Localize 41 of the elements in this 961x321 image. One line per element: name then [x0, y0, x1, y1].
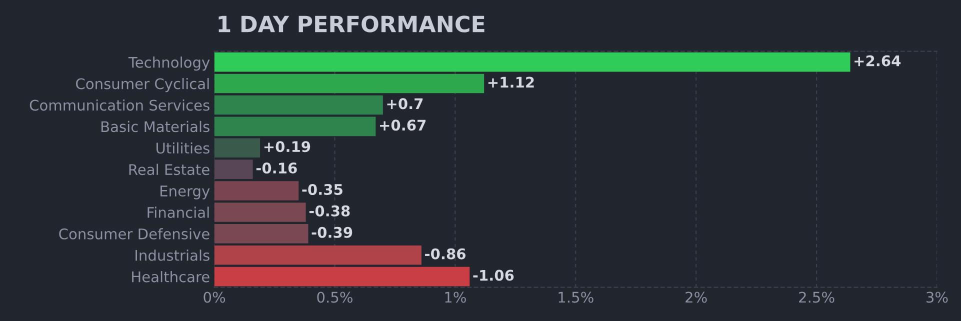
x-tick-label: 2.5% — [799, 292, 834, 303]
bar — [214, 160, 253, 179]
y-tick-label: Consumer Cyclical — [76, 78, 209, 92]
data-label: +0.7 — [387, 98, 423, 110]
bar — [214, 138, 260, 158]
data-label: +0.19 — [264, 141, 310, 152]
y-tick-label: Healthcare — [132, 271, 210, 282]
y-tick-label: Basic Materials — [101, 120, 210, 132]
data-label: +1.12 — [488, 76, 534, 88]
y-tick-label: Technology — [128, 56, 210, 71]
y-tick-label: Consumer Defensive — [59, 228, 210, 240]
data-label: -0.16 — [256, 162, 297, 174]
bar — [214, 202, 306, 222]
bar — [214, 95, 383, 115]
y-tick-label: Industrials — [136, 250, 210, 261]
data-label: -0.35 — [302, 184, 342, 196]
bar — [214, 181, 299, 200]
bar — [214, 224, 308, 244]
data-label: -0.39 — [312, 226, 352, 238]
y-tick-label: Utilities — [156, 142, 210, 154]
y-tick-label: Real Estate — [129, 164, 210, 176]
bar — [214, 116, 376, 136]
x-tick-label: 1.5% — [558, 292, 594, 303]
bar — [214, 74, 484, 94]
x-tick-label: 2% — [686, 292, 707, 303]
bar — [214, 52, 850, 72]
y-tick-label: Financial — [148, 206, 209, 218]
data-label: -1.06 — [473, 270, 514, 281]
y-tick-label: Communication Services — [30, 99, 210, 111]
x-tick-label: 1% — [445, 292, 466, 303]
bar — [214, 266, 470, 286]
data-label: -0.38 — [309, 205, 350, 216]
y-tick-label: Energy — [160, 186, 210, 200]
x-tick-label: 0% — [204, 292, 226, 303]
data-label: +2.64 — [854, 55, 901, 66]
data-label: +0.67 — [380, 120, 426, 131]
x-tick-label: 0.5% — [317, 292, 352, 303]
x-tick-label: 3% — [926, 292, 948, 303]
bar — [214, 245, 422, 265]
chart-title: 1 DAY PERFORMANCE — [218, 16, 484, 32]
data-label: -0.86 — [425, 248, 466, 260]
